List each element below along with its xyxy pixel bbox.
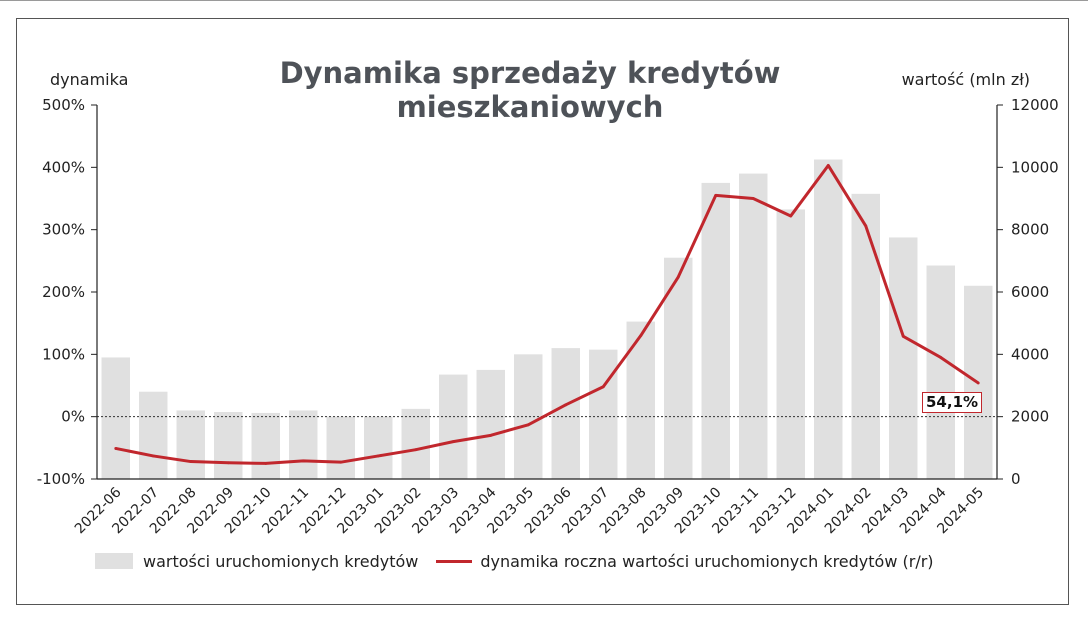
bar-2022-07 xyxy=(139,391,168,479)
line-point-2023-10 xyxy=(714,193,718,197)
line-point-2022-08 xyxy=(189,460,193,463)
line-point-2022-06 xyxy=(114,447,118,450)
legend-bar-label: wartości uruchomionych kredytów xyxy=(143,551,419,571)
line-point-2023-07 xyxy=(601,385,605,389)
line-point-2024-03 xyxy=(901,334,905,338)
line-point-2023-04 xyxy=(489,433,493,437)
bar-2023-07 xyxy=(589,349,618,479)
bar-2023-02 xyxy=(401,408,430,479)
chart-frame xyxy=(16,18,1069,605)
left-tick-label: 100% xyxy=(42,345,85,363)
bar-2023-08 xyxy=(626,321,655,479)
bar-2023-11 xyxy=(739,173,768,480)
right-tick-label: 12000 xyxy=(1011,96,1059,114)
last-value-callout: 54,1% xyxy=(922,392,983,413)
bar-2023-12 xyxy=(776,209,805,480)
left-tick-label: 500% xyxy=(42,96,85,114)
line-point-2023-03 xyxy=(451,440,455,443)
legend-line-label: dynamika roczna wartości uruchomionych k… xyxy=(480,551,934,571)
line-point-2023-05 xyxy=(526,423,530,427)
line-point-2023-12 xyxy=(789,214,793,218)
line-point-2023-11 xyxy=(751,197,755,200)
top-border xyxy=(0,0,1088,1)
line-point-2024-04 xyxy=(939,356,943,359)
line-point-2024-05 xyxy=(976,381,980,385)
right-tick-label: 2000 xyxy=(1011,408,1049,426)
line-point-2023-06 xyxy=(564,403,568,407)
right-axis-title: wartość (mln zł) xyxy=(901,70,1030,89)
line-point-2023-08 xyxy=(639,334,643,338)
left-tick-label: 0% xyxy=(61,408,85,426)
dynamics-line xyxy=(115,163,980,465)
line-point-2022-09 xyxy=(226,461,230,465)
left-tick-label: -100% xyxy=(37,470,85,488)
line-point-2022-12 xyxy=(339,460,343,464)
legend-bar-swatch xyxy=(95,553,133,569)
bar-2024-01 xyxy=(814,159,843,479)
left-tick-label: 200% xyxy=(42,283,85,301)
legend: wartości uruchomionych kredytów dynamika… xyxy=(95,550,934,572)
bar-2024-04 xyxy=(926,265,955,479)
right-tick-label: 6000 xyxy=(1011,283,1049,301)
right-tick-label: 8000 xyxy=(1011,221,1049,239)
right-tick-label: 0 xyxy=(1011,470,1021,488)
bar-2022-08 xyxy=(176,410,205,479)
legend-line-swatch xyxy=(436,559,473,563)
right-tick-label: 10000 xyxy=(1011,158,1059,176)
left-tick-label: 300% xyxy=(42,221,85,239)
left-tick-label: 400% xyxy=(42,158,85,176)
bar-2023-04 xyxy=(476,369,505,479)
bar-2023-01 xyxy=(364,416,393,479)
left-axis-title: dynamika xyxy=(50,70,129,89)
bar-2024-02 xyxy=(851,193,880,479)
bar-2022-06 xyxy=(101,357,130,479)
bar-2022-12 xyxy=(326,416,355,479)
bar-2022-11 xyxy=(289,410,318,479)
line-point-2023-09 xyxy=(676,275,680,279)
line-point-2024-02 xyxy=(864,224,868,228)
right-tick-label: 4000 xyxy=(1011,345,1049,363)
line-point-2022-11 xyxy=(301,459,305,463)
line-point-2024-01 xyxy=(826,164,830,167)
line-point-2023-01 xyxy=(376,454,380,458)
bar-2022-10 xyxy=(251,412,280,479)
bar-2024-03 xyxy=(889,237,918,479)
bar-2023-03 xyxy=(439,374,468,479)
bar-2022-09 xyxy=(214,411,243,479)
line-point-2023-02 xyxy=(414,448,418,452)
bar-2023-06 xyxy=(551,348,580,479)
line-point-2022-10 xyxy=(264,462,268,465)
chart-title: Dynamika sprzedaży kredytów mieszkaniowy… xyxy=(279,56,781,124)
bar-2023-10 xyxy=(701,182,730,479)
line-point-2022-07 xyxy=(151,454,155,458)
